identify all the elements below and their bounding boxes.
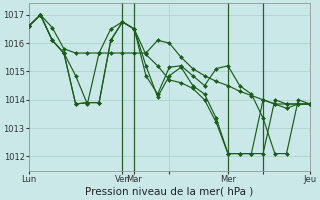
X-axis label: Pression niveau de la mer( hPa ): Pression niveau de la mer( hPa ) xyxy=(85,187,253,197)
